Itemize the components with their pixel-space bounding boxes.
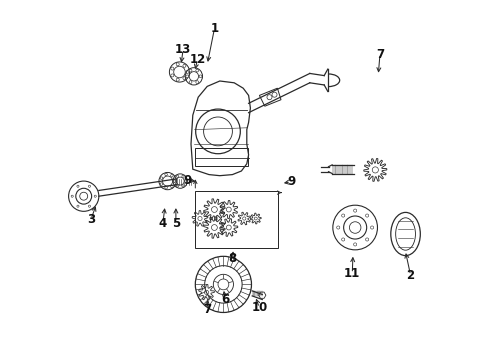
Text: 10: 10 xyxy=(251,301,268,314)
Text: 7: 7 xyxy=(203,303,211,316)
Circle shape xyxy=(171,67,174,70)
Circle shape xyxy=(186,75,189,78)
Text: 6: 6 xyxy=(221,293,229,306)
Circle shape xyxy=(176,175,178,177)
Circle shape xyxy=(182,175,184,177)
Text: 12: 12 xyxy=(189,53,206,66)
Circle shape xyxy=(199,75,202,78)
Circle shape xyxy=(185,180,187,182)
Circle shape xyxy=(189,81,192,84)
Text: 3: 3 xyxy=(87,213,95,226)
Circle shape xyxy=(183,64,186,67)
Circle shape xyxy=(182,185,184,187)
Text: 8: 8 xyxy=(228,252,237,265)
Circle shape xyxy=(196,81,198,84)
Circle shape xyxy=(183,77,186,80)
Circle shape xyxy=(196,69,198,72)
Circle shape xyxy=(160,177,163,179)
Circle shape xyxy=(176,185,178,187)
Circle shape xyxy=(173,180,176,182)
Circle shape xyxy=(160,183,163,185)
Text: 5: 5 xyxy=(172,217,180,230)
Text: 11: 11 xyxy=(344,267,361,280)
Text: 9: 9 xyxy=(183,174,192,186)
Circle shape xyxy=(176,78,179,81)
Text: 4: 4 xyxy=(159,217,167,230)
Circle shape xyxy=(171,74,174,77)
Bar xyxy=(196,191,278,248)
Text: 13: 13 xyxy=(175,43,191,56)
Circle shape xyxy=(165,173,168,176)
Circle shape xyxy=(186,71,189,73)
Circle shape xyxy=(165,186,168,189)
Text: 1: 1 xyxy=(210,22,219,35)
Text: 2: 2 xyxy=(407,269,415,282)
Circle shape xyxy=(171,175,173,177)
Circle shape xyxy=(189,69,192,72)
Circle shape xyxy=(171,185,173,188)
Circle shape xyxy=(173,180,176,182)
Text: 7: 7 xyxy=(376,48,384,60)
Circle shape xyxy=(176,63,179,66)
Text: 9: 9 xyxy=(287,175,295,188)
